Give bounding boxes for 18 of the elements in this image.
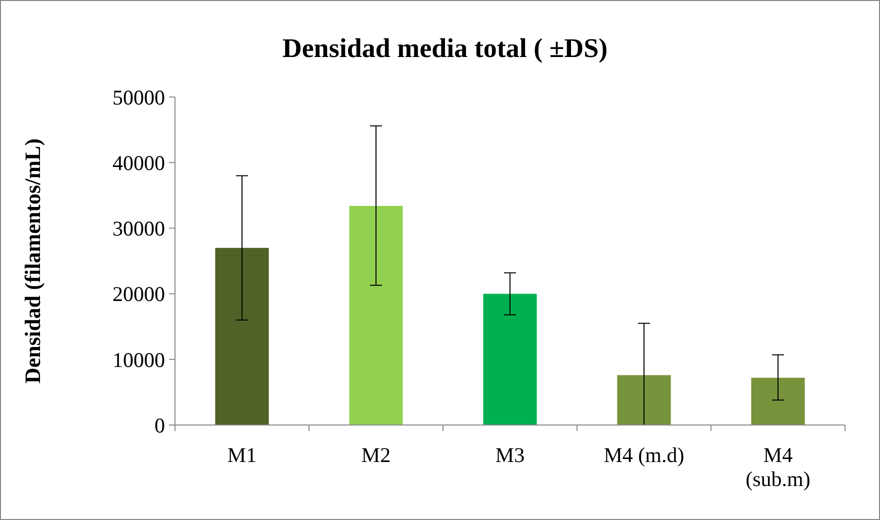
chart-title: Densidad media total ( ±DS) [282,33,608,63]
x-tick-label: M4 (sub.m) [746,443,810,491]
bar [483,294,537,425]
y-tick-label: 50000 [112,85,165,110]
y-tick-label: 40000 [112,150,165,175]
x-tick-label: M2 [361,443,391,467]
y-tick-label: 20000 [112,282,165,306]
y-tick-label: 30000 [112,216,165,241]
bar [617,375,671,425]
y-tick-label: 0 [154,413,165,438]
x-tick-label: M3 [495,443,525,467]
bar [751,378,805,425]
bar [349,206,403,425]
x-tick-label: M1 [227,443,257,467]
y-tick-label: 10000 [112,348,165,372]
y-axis-title: Densidad (filamentos/mL) [20,138,45,384]
x-tick-label: M4 (m.d) [604,443,684,467]
bar [215,248,269,425]
